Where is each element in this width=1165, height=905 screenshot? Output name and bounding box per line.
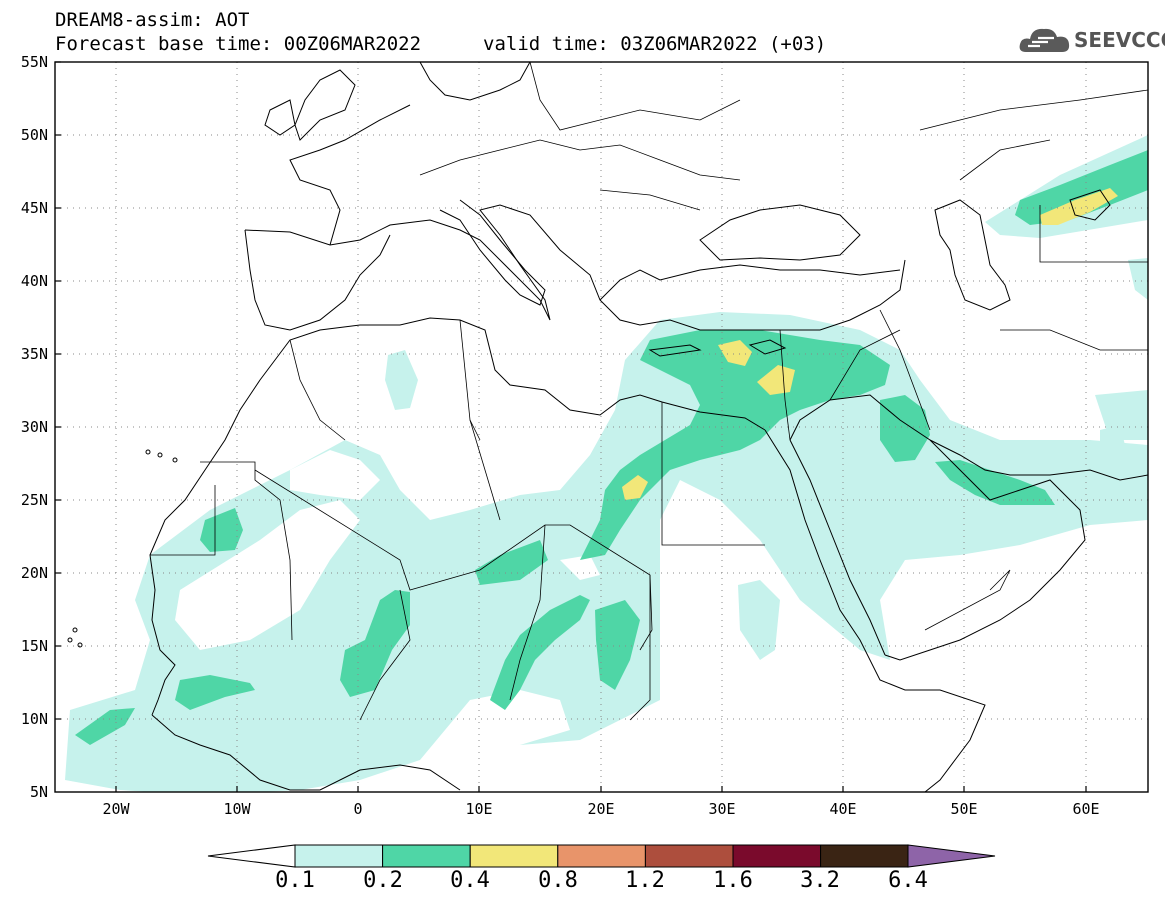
colorbar-box xyxy=(557,844,646,868)
colorbar-box xyxy=(644,844,734,868)
lat-label: 40N xyxy=(20,272,48,290)
lon-label: 0 xyxy=(353,800,363,818)
map-title: DREAM8-assim: AOT xyxy=(55,9,250,31)
lon-label: 20W xyxy=(102,800,130,818)
lat-label: 45N xyxy=(20,199,48,217)
cloud-icon xyxy=(1019,28,1070,52)
coastlines xyxy=(67,62,1148,792)
colorbar-label: 0.4 xyxy=(450,868,490,893)
lon-label: 50E xyxy=(950,800,978,818)
lon-label: 10E xyxy=(465,800,493,818)
lat-label: 20N xyxy=(20,564,48,582)
colorbar-box xyxy=(820,844,909,868)
valid-time: valid time: 03Z06MAR2022 (+03) xyxy=(483,33,827,55)
colorbar xyxy=(207,844,996,868)
lon-label: 30E xyxy=(708,800,736,818)
grid-lines xyxy=(55,62,1148,792)
colorbar-label: 3.2 xyxy=(800,868,840,893)
colorbar-label: 1.2 xyxy=(625,868,665,893)
colorbar-label: 6.4 xyxy=(888,868,928,893)
lat-label: 5N xyxy=(29,783,48,801)
lon-label: 60E xyxy=(1072,800,1100,818)
country-borders xyxy=(150,62,1148,721)
lat-label: 25N xyxy=(20,491,48,509)
lat-label: 55N xyxy=(20,53,48,71)
lon-label: 40E xyxy=(829,800,857,818)
logo-text: SEEVCCC xyxy=(1074,28,1165,52)
seevccc-logo: SEEVCCC xyxy=(1018,22,1165,58)
lon-label: 20E xyxy=(587,800,615,818)
colorbar-label: 0.8 xyxy=(538,868,578,893)
lat-label: 35N xyxy=(20,345,48,363)
lat-label: 30N xyxy=(20,418,48,436)
colorbar-box xyxy=(294,844,384,868)
colorbar-box xyxy=(382,844,471,868)
axis-ticks xyxy=(55,61,1087,792)
colorbar-upper-arrow xyxy=(907,844,996,868)
colorbar-label: 0.1 xyxy=(275,868,315,893)
aot-shading xyxy=(65,135,1148,792)
colorbar-lower-arrow xyxy=(207,844,296,868)
lon-label: 10W xyxy=(223,800,251,818)
forecast-base-time: Forecast base time: 00Z06MAR2022 xyxy=(55,33,422,55)
lat-label: 15N xyxy=(20,637,48,655)
colorbar-label: 0.2 xyxy=(363,868,403,893)
colorbar-label: 1.6 xyxy=(713,868,753,893)
colorbar-box xyxy=(469,844,559,868)
lat-label: 10N xyxy=(20,710,48,728)
colorbar-box xyxy=(732,844,822,868)
lat-label: 50N xyxy=(20,126,48,144)
